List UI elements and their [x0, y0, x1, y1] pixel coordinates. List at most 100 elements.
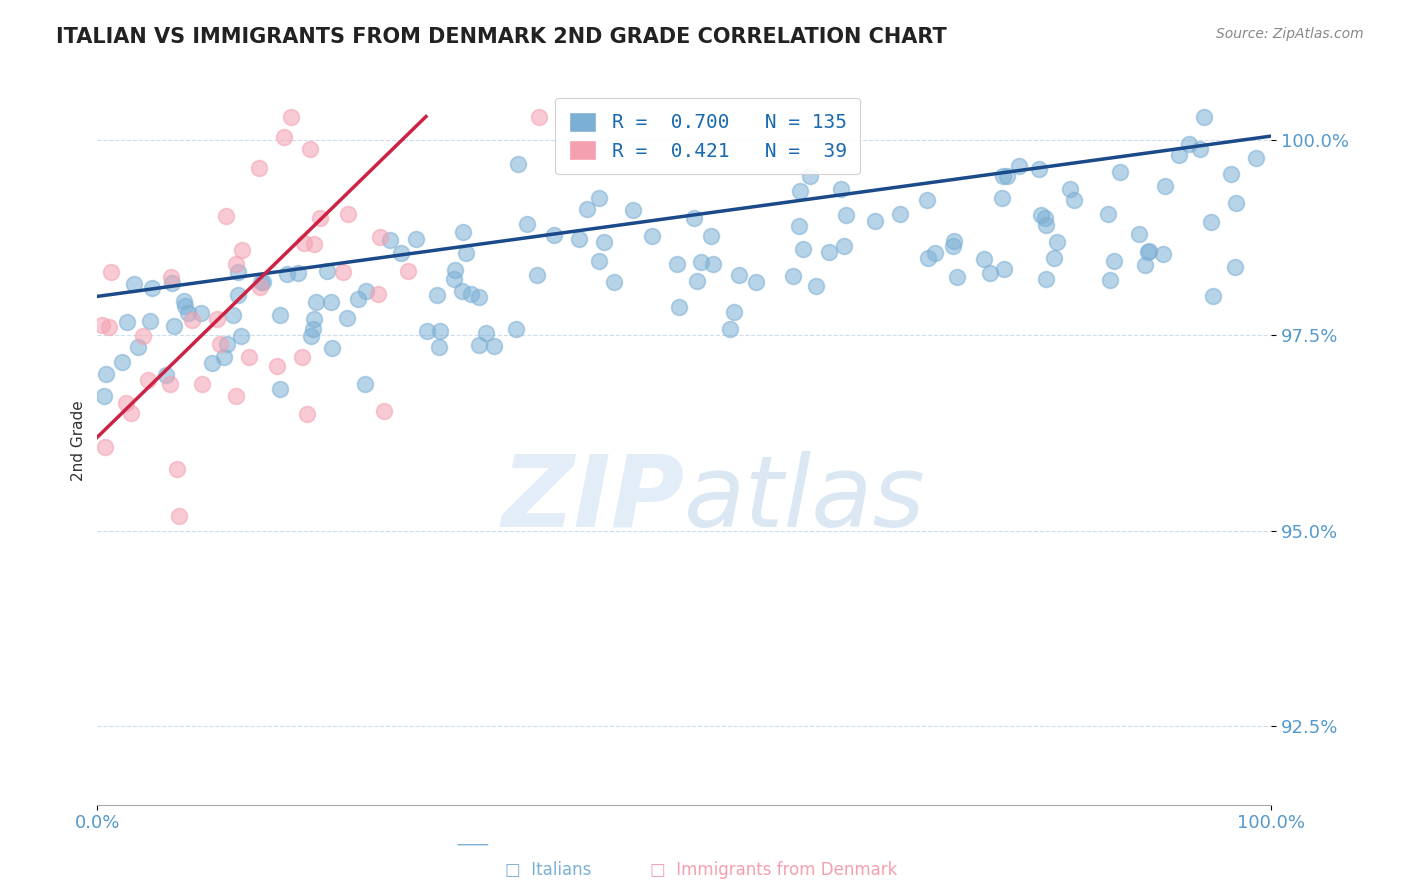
Text: atlas: atlas — [685, 450, 925, 548]
Point — [474, 326, 496, 341]
Point — [1102, 254, 1125, 268]
Point — [249, 280, 271, 294]
Point — [169, 508, 191, 523]
Point — [122, 277, 145, 291]
Point — [568, 232, 591, 246]
Point — [1189, 142, 1212, 156]
Point — [368, 230, 391, 244]
Point — [1063, 193, 1085, 207]
Point — [292, 235, 315, 250]
Legend: R =  0.700   N = 135, R =  0.421   N =  39: R = 0.700 N = 135, R = 0.421 N = 39 — [555, 98, 860, 174]
Point — [460, 286, 482, 301]
Point — [1192, 110, 1215, 124]
Point — [354, 284, 377, 298]
Point — [398, 264, 420, 278]
Point — [136, 373, 159, 387]
Point — [1033, 211, 1056, 225]
Point — [506, 157, 529, 171]
Point — [1028, 162, 1050, 177]
Point — [280, 110, 302, 124]
Point — [745, 275, 768, 289]
Point — [319, 294, 342, 309]
Point — [299, 142, 322, 156]
Point — [1035, 272, 1057, 286]
Point — [173, 294, 195, 309]
Point — [190, 306, 212, 320]
Point — [238, 350, 260, 364]
Point — [1136, 244, 1159, 259]
Point — [526, 268, 548, 282]
Point — [373, 403, 395, 417]
Point — [1219, 167, 1241, 181]
Point — [321, 341, 343, 355]
Point — [543, 228, 565, 243]
Point — [231, 243, 253, 257]
Point — [305, 295, 328, 310]
Point — [94, 368, 117, 382]
Point — [287, 266, 309, 280]
Point — [389, 246, 412, 260]
Point — [295, 407, 318, 421]
Point — [804, 279, 827, 293]
Point — [527, 110, 550, 124]
Point — [686, 274, 709, 288]
Point — [429, 324, 451, 338]
Point — [723, 304, 745, 318]
Text: Source: ZipAtlas.com: Source: ZipAtlas.com — [1216, 27, 1364, 41]
Point — [222, 309, 245, 323]
Point — [273, 129, 295, 144]
Point — [468, 338, 491, 352]
Point — [1046, 235, 1069, 249]
Point — [226, 265, 249, 279]
Point — [299, 329, 322, 343]
Point — [702, 257, 724, 271]
Point — [1225, 195, 1247, 210]
Point — [378, 233, 401, 247]
Point — [834, 239, 856, 253]
Point — [347, 293, 370, 307]
Point — [942, 234, 965, 248]
Point — [1199, 215, 1222, 229]
Point — [1153, 179, 1175, 194]
Point — [915, 193, 938, 207]
Point — [456, 246, 478, 260]
Point — [1177, 136, 1199, 151]
Point — [354, 377, 377, 392]
Point — [973, 252, 995, 266]
Point — [1099, 273, 1122, 287]
Point — [207, 311, 229, 326]
Point — [1008, 159, 1031, 173]
Point — [1035, 218, 1057, 232]
Point — [308, 211, 330, 226]
Point — [991, 169, 1014, 183]
Y-axis label: 2nd Grade: 2nd Grade — [72, 401, 86, 482]
Point — [799, 169, 821, 183]
Point — [1133, 258, 1156, 272]
Point — [173, 299, 195, 313]
Point — [316, 264, 339, 278]
Point — [482, 339, 505, 353]
Point — [991, 191, 1014, 205]
Point — [302, 237, 325, 252]
Point — [787, 219, 810, 233]
Point — [110, 355, 132, 369]
Point — [1059, 182, 1081, 196]
Point — [690, 254, 713, 268]
Text: ITALIAN VS IMMIGRANTS FROM DENMARK 2ND GRADE CORRELATION CHART: ITALIAN VS IMMIGRANTS FROM DENMARK 2ND G… — [56, 27, 948, 46]
Point — [127, 340, 149, 354]
Point — [252, 275, 274, 289]
Point — [120, 406, 142, 420]
Point — [250, 275, 273, 289]
Point — [215, 337, 238, 351]
Point — [209, 336, 232, 351]
Point — [588, 254, 610, 268]
Point — [181, 313, 204, 327]
Point — [163, 319, 186, 334]
Point — [668, 300, 690, 314]
Point — [917, 251, 939, 265]
Point — [789, 184, 811, 198]
Point — [1128, 227, 1150, 242]
Text: □  Immigrants from Denmark: □ Immigrants from Denmark — [650, 861, 897, 879]
Point — [201, 356, 224, 370]
Point — [132, 328, 155, 343]
